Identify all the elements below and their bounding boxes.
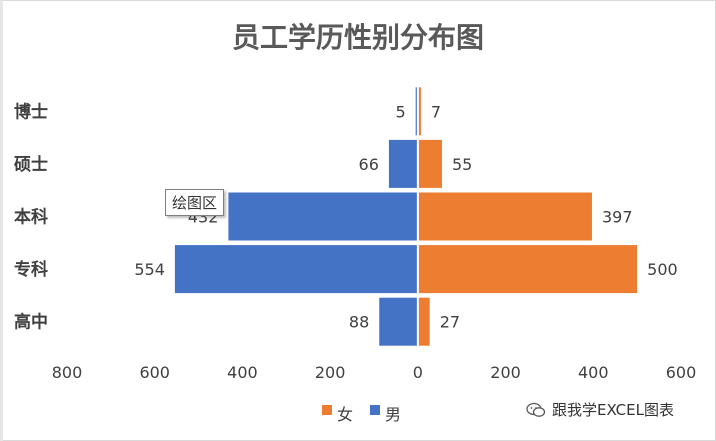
bar-女-高中[interactable]	[417, 297, 430, 346]
bar-男-专科[interactable]	[174, 245, 418, 294]
bar-男-本科[interactable]	[228, 192, 418, 241]
x-axis-ticks: 800 600 400 200 0 200 400 600	[52, 363, 697, 382]
bar-男-博士[interactable]	[415, 87, 418, 136]
bar-男-硕士[interactable]	[388, 139, 418, 188]
legend-swatch-男[interactable]	[370, 405, 380, 415]
x-tick-label: 800	[52, 363, 83, 382]
plot-area-tooltip: 绘图区	[165, 189, 225, 216]
legend-label[interactable]: 女	[337, 405, 353, 424]
category-label: 高中	[14, 312, 48, 333]
x-tick-label: 600	[666, 363, 697, 382]
category-label: 本科	[14, 207, 48, 228]
chart-title: 员工学历性别分布图	[232, 21, 484, 54]
category-label: 硕士	[14, 154, 48, 175]
category-label: 博士	[14, 101, 48, 122]
watermark: 跟我学EXCEL图表	[526, 399, 674, 420]
x-tick-label: 200	[315, 363, 346, 382]
legend: 女男	[322, 405, 401, 424]
data-label: 7	[431, 102, 441, 121]
data-label: 66	[359, 155, 379, 174]
x-tick-label: 0	[413, 363, 423, 382]
wechat-icon	[526, 402, 546, 417]
data-label: 554	[134, 260, 165, 279]
legend-label[interactable]: 男	[385, 405, 401, 424]
bar-女-专科[interactable]	[417, 245, 638, 294]
data-label: 500	[647, 260, 678, 279]
bars-layer	[174, 85, 638, 348]
x-tick-label: 600	[139, 363, 170, 382]
bar-女-硕士[interactable]	[417, 139, 442, 188]
x-tick-label: 400	[227, 363, 258, 382]
x-tick-label: 200	[490, 363, 521, 382]
data-label: 55	[452, 155, 472, 174]
legend-swatch-女[interactable]	[322, 405, 332, 415]
x-tick-label: 400	[578, 363, 609, 382]
bar-女-博士[interactable]	[417, 87, 421, 136]
data-label: 397	[602, 208, 633, 227]
data-label: 27	[440, 313, 460, 332]
category-label: 专科	[14, 259, 48, 280]
bar-男-高中[interactable]	[379, 297, 418, 346]
data-label: 5	[395, 102, 405, 121]
data-label: 88	[349, 313, 369, 332]
chart-frame-edge	[0, 0, 3, 441]
bar-女-本科[interactable]	[417, 192, 592, 241]
watermark-text: 跟我学EXCEL图表	[552, 401, 674, 419]
